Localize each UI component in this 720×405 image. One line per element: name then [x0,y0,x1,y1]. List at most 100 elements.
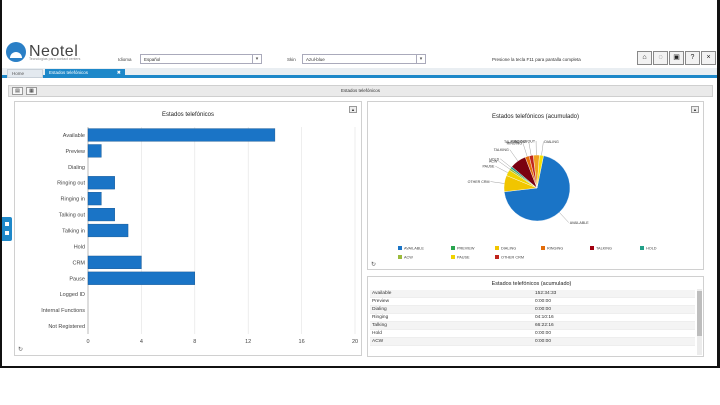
export-icon[interactable]: ▲ [349,106,357,113]
table-row[interactable]: Preview 0:00:00 [370,298,695,306]
table-row[interactable]: Hold 0:00:00 [370,330,695,338]
legend-label: PAUSE [457,256,470,260]
pie-slice-label: TALKING OUT [504,140,528,144]
pie-slice-label: PAUSE [482,165,495,169]
table-cell-state: Preview [372,299,390,304]
pie-slice-label: DIALING [544,140,559,144]
y-tick-label: Dialing [68,165,85,171]
skin-select-value: Azul-blue [306,57,325,62]
fullscreen-hint: Presione la tecla F11 para pantalla comp… [492,57,581,62]
tab-active-label: Estados telefónicos [49,70,89,75]
tab-home-label: Home [12,71,25,76]
chat-icon[interactable]: ◌ [653,51,668,65]
table-cell-time: 0:00:00 [535,339,552,344]
pie-label-leader [541,141,544,156]
pie-label-leader [495,166,508,173]
home-icon[interactable]: ⌂ [637,51,652,65]
refresh-icon[interactable]: ↻ [371,262,377,268]
x-tick-label: 8 [193,339,196,345]
y-tick-label: Available [63,133,85,139]
bar[interactable] [87,271,196,285]
table-row[interactable]: Talking 66:22:16 [370,322,695,330]
tab-bar: Home Estados telefónicos ✖ [2,68,717,78]
legend-label: PREVIEW [457,247,475,251]
summary-table-title: Estados telefónicos (acumulado) [491,281,572,287]
x-tick-label: 12 [245,339,251,345]
table-cell-time: 152:34:33 [535,291,557,296]
tab-close-icon[interactable]: ✖ [116,70,121,76]
bar[interactable] [87,208,115,222]
pie-slice-label: HOLD [489,157,499,161]
window-border-left [0,0,2,368]
pie-slice-label: RINGING [507,142,523,146]
table-cell-time: 0:00:00 [535,307,552,312]
list-view-icon[interactable]: ▤ [12,87,23,95]
bar-chart-title: Estados telefónicos [161,112,215,118]
table-cell-time: 0:00:00 [535,331,552,336]
y-tick-label: Hold [74,244,85,250]
bar-chart: 0 4 8 12 16 20 Available Preview Dialing Ringing … [41,127,358,345]
toolbar-title: Estados telefónicos [340,88,381,93]
refresh-icon[interactable]: ↻ [18,347,24,353]
y-tick-label: Preview [65,149,85,155]
pie-label-leader [559,212,569,223]
legend-label: ACW [404,256,413,260]
table-row[interactable]: ACW 0:00:00 [370,338,695,346]
pie-slice[interactable] [503,155,571,222]
bar[interactable] [87,176,115,190]
table-cell-state: Talking [372,323,387,328]
table-row[interactable]: Dialing 0:00:00 [370,306,695,314]
pie-label-leader [500,158,512,168]
x-tick-label: 16 [299,339,305,345]
side-panel-icon [5,222,9,226]
y-tick-label: Ringing in [61,197,85,203]
skin-select[interactable]: Azul-blue ▾ [302,54,426,64]
y-tick-label: CRM [72,260,85,266]
y-tick-label: Internal Functions [41,308,85,314]
grid-view-icon[interactable]: ▦ [26,87,37,95]
close-icon[interactable]: × [701,51,716,65]
side-panel-toggle[interactable] [2,217,12,241]
y-tick-label: Ringing out [57,181,85,187]
language-select[interactable]: Español ▾ [140,54,262,64]
legend-swatch [495,255,499,259]
legend-swatch [451,246,455,250]
export-icon[interactable]: ▲ [691,106,699,113]
y-tick-label: Talking in [62,229,85,235]
bar[interactable] [87,144,102,158]
tab-estados-telefonicos[interactable]: Estados telefónicos ✖ [45,69,125,78]
window-border-right [717,0,720,368]
legend-label: RINGING [547,247,563,251]
bar[interactable] [87,192,102,206]
table-row[interactable]: Available 152:34:33 [370,290,695,298]
table-row[interactable]: Ringing 04:10:16 [370,314,695,322]
pie-slice-label: AVAILABLE [570,221,589,225]
table-cell-time: 04:10:16 [535,315,554,320]
table-scrollbar[interactable] [697,289,702,355]
tab-home[interactable]: Home [7,69,43,78]
pie-label-leader [490,181,505,184]
pie-label-leader [509,149,519,162]
y-tick-label: Talking out [59,213,86,219]
pie-slice-label: TALKING [494,148,509,152]
legend-swatch [398,246,402,250]
bar[interactable] [87,128,276,142]
window-border-bottom [0,366,720,368]
legend-swatch [398,255,402,259]
table-cell-state: Hold [372,331,382,336]
legend-swatch [495,246,499,250]
pie-label-leader [522,143,528,157]
header-icon-group: ⌂ ◌ ▣ ? × [637,51,716,65]
bar[interactable] [87,255,142,269]
pie-label-leader [528,141,532,156]
table-scrollbar-thumb[interactable] [697,291,702,336]
bar[interactable] [87,223,129,238]
neotel-logo-icon [6,42,26,62]
neotel-logo: Neotel [6,42,78,62]
summary-table: Available 152:34:33 Preview 0:00:00 Dialing 0… [370,290,695,346]
legend-label: AVAILABLE [404,247,424,251]
legend-swatch [640,246,644,250]
help-icon[interactable]: ? [685,51,700,65]
book-icon[interactable]: ▣ [669,51,684,65]
table-cell-state: Dialing [372,307,387,312]
